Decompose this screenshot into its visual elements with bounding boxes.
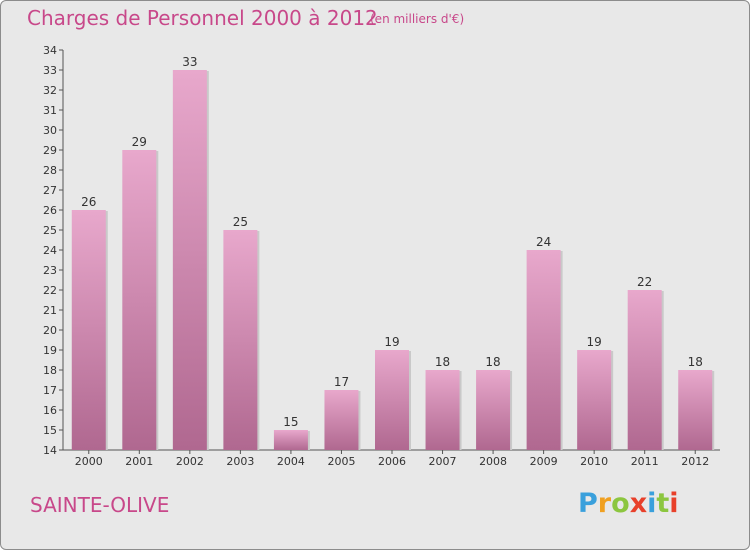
bar-value-label: 24 xyxy=(536,235,551,249)
y-tick-label: 16 xyxy=(43,404,57,417)
bar-value-label: 19 xyxy=(384,335,399,349)
bar-2001 xyxy=(122,150,157,450)
bar-value-label: 29 xyxy=(132,135,147,149)
y-tick-label: 19 xyxy=(43,344,57,357)
y-tick-label: 17 xyxy=(43,384,57,397)
y-tick-label: 25 xyxy=(43,224,57,237)
x-tick-labels: 2000 2001 2002 2003 2004 2005 2006 2007 2008 2009… xyxy=(75,455,709,468)
bar-value-label: 19 xyxy=(587,335,602,349)
bar-value-label: 18 xyxy=(688,355,703,369)
chart-bars xyxy=(71,70,715,450)
y-tick-labels: 14 15 16 17 18 19 20 21 22 23 24 25 26 27 28 29 30 31 32 33… xyxy=(43,44,57,457)
y-tick-label: 32 xyxy=(43,84,57,97)
bar-2012 xyxy=(678,370,713,450)
y-tick-label: 34 xyxy=(43,44,57,57)
bar-value-label: 18 xyxy=(485,355,500,369)
bar-value-label: 25 xyxy=(233,215,248,229)
bar-value-labels: 26 29 33 25 15 17 19 18 18 24 19 22 18 xyxy=(81,55,703,429)
y-tick-label: 30 xyxy=(43,124,57,137)
x-tick-label: 2005 xyxy=(327,455,355,468)
y-tick-label: 24 xyxy=(43,244,57,257)
bar-value-label: 26 xyxy=(81,195,96,209)
bar-2007 xyxy=(425,370,460,450)
y-tick-label: 18 xyxy=(43,364,57,377)
bar-2005 xyxy=(324,390,359,450)
chart-title: Charges de Personnel 2000 à 2012 xyxy=(27,6,378,30)
location-name: SAINTE-OLIVE xyxy=(30,493,170,517)
x-tick-label: 2011 xyxy=(631,455,659,468)
bar-2002 xyxy=(172,70,207,450)
y-tick-label: 29 xyxy=(43,144,57,157)
y-tick-label: 23 xyxy=(43,264,57,277)
x-tick-label: 2006 xyxy=(378,455,406,468)
bar-2008 xyxy=(476,370,511,450)
bar-2003 xyxy=(223,230,258,450)
bar-2000 xyxy=(71,210,106,450)
chart-subtitle: (en milliers d'€) xyxy=(370,12,465,26)
y-tick-label: 21 xyxy=(43,304,57,317)
bar-2004 xyxy=(273,430,308,450)
x-tick-label: 2004 xyxy=(277,455,305,468)
x-tick-label: 2010 xyxy=(580,455,608,468)
x-tick-label: 2007 xyxy=(429,455,457,468)
bar-value-label: 17 xyxy=(334,375,349,389)
x-tick-label: 2009 xyxy=(530,455,558,468)
x-tick-label: 2012 xyxy=(681,455,709,468)
proxiti-logo: Proxiti xyxy=(578,488,679,519)
y-tick-label: 14 xyxy=(43,444,57,457)
y-tick-label: 28 xyxy=(43,164,57,177)
bar-value-label: 33 xyxy=(182,55,197,69)
bar-value-label: 22 xyxy=(637,275,652,289)
x-tick-label: 2003 xyxy=(226,455,254,468)
bar-value-label: 18 xyxy=(435,355,450,369)
x-tick-label: 2008 xyxy=(479,455,507,468)
x-tick-label: 2002 xyxy=(176,455,204,468)
y-tick-label: 27 xyxy=(43,184,57,197)
y-tick-label: 22 xyxy=(43,284,57,297)
y-tick-label: 31 xyxy=(43,104,57,117)
x-tick-label: 2000 xyxy=(75,455,103,468)
y-tick-label: 15 xyxy=(43,424,57,437)
bar-2010 xyxy=(577,350,612,450)
y-tick-label: 33 xyxy=(43,64,57,77)
y-tick-label: 20 xyxy=(43,324,57,337)
y-tick-label: 26 xyxy=(43,204,57,217)
bar-2006 xyxy=(375,350,409,450)
x-tick-label: 2001 xyxy=(125,455,153,468)
bar-2009 xyxy=(526,250,561,450)
bar-value-label: 15 xyxy=(283,415,298,429)
bar-2011 xyxy=(627,290,662,450)
